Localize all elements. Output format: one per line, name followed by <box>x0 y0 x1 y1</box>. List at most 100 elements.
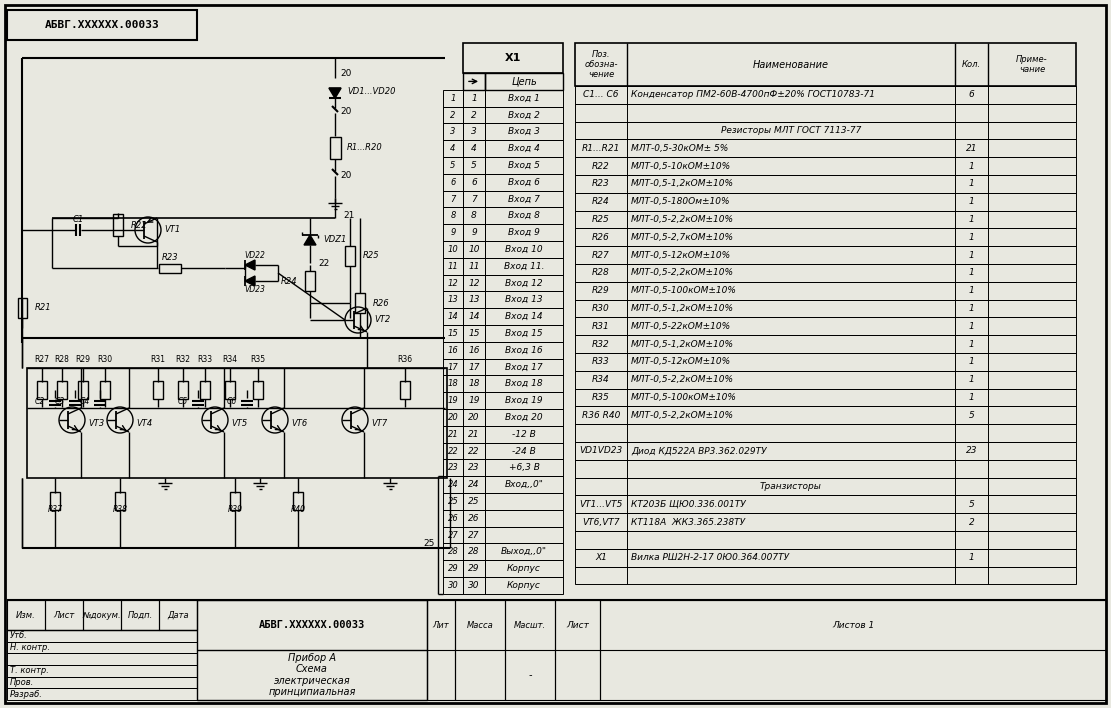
Text: 25: 25 <box>448 497 459 506</box>
Text: 25: 25 <box>423 539 436 548</box>
Bar <box>486 442 563 459</box>
Text: 30: 30 <box>468 581 480 590</box>
Bar <box>443 358 463 375</box>
Bar <box>7 630 197 641</box>
Text: МЛТ-0,5-1,2кОМ±10%: МЛТ-0,5-1,2кОМ±10% <box>631 304 734 313</box>
Bar <box>7 641 197 653</box>
Text: Корпус: Корпус <box>507 581 541 590</box>
Text: VT7: VT7 <box>371 420 388 428</box>
Bar <box>575 122 1075 139</box>
Text: VT4: VT4 <box>136 420 152 428</box>
Text: 1: 1 <box>969 198 974 206</box>
Bar <box>463 123 486 140</box>
Text: Разраб.: Разраб. <box>10 690 43 699</box>
Text: Вход 18: Вход 18 <box>506 379 543 388</box>
Text: 6: 6 <box>450 178 456 187</box>
Text: МЛТ-0,5-22кОМ±10%: МЛТ-0,5-22кОМ±10% <box>631 322 731 331</box>
Text: R24: R24 <box>592 198 610 206</box>
Bar <box>575 139 1075 157</box>
Bar <box>456 600 506 700</box>
Text: 27: 27 <box>468 530 480 539</box>
Bar <box>486 107 563 123</box>
Text: R27: R27 <box>592 251 610 260</box>
Text: АБВГ.XXXXXX.00033: АБВГ.XXXXXX.00033 <box>44 20 159 30</box>
Bar <box>506 600 556 700</box>
Text: 13: 13 <box>448 295 459 304</box>
Bar <box>463 90 486 107</box>
Bar <box>575 496 1075 513</box>
Text: 7: 7 <box>450 195 456 203</box>
Text: 2: 2 <box>471 110 477 120</box>
Bar <box>443 275 463 292</box>
Text: 9: 9 <box>471 228 477 237</box>
Text: VDZ1: VDZ1 <box>323 236 347 244</box>
Text: 20: 20 <box>340 106 351 115</box>
Bar <box>463 358 486 375</box>
Text: МЛТ-0,5-2,7кОМ±10%: МЛТ-0,5-2,7кОМ±10% <box>631 233 734 242</box>
Text: 28: 28 <box>468 547 480 556</box>
Text: Пров.: Пров. <box>10 678 34 687</box>
Text: Вход,,0": Вход,,0" <box>504 480 543 489</box>
Text: Листов 1: Листов 1 <box>832 620 874 629</box>
Text: 15: 15 <box>448 329 459 338</box>
Text: МЛТ-0,5-2,2кОМ±10%: МЛТ-0,5-2,2кОМ±10% <box>631 215 734 224</box>
Text: R26: R26 <box>592 233 610 242</box>
Bar <box>293 492 303 510</box>
Bar <box>486 157 563 173</box>
Text: 9: 9 <box>450 228 456 237</box>
Text: VD22: VD22 <box>244 251 266 260</box>
Text: 20: 20 <box>340 171 351 180</box>
Text: -: - <box>528 670 532 680</box>
Text: Вход 9: Вход 9 <box>508 228 540 237</box>
Bar <box>575 353 1075 371</box>
Bar <box>121 600 159 630</box>
Text: R39: R39 <box>228 506 242 515</box>
Bar <box>575 389 1075 406</box>
Bar <box>575 264 1075 282</box>
Bar <box>463 308 486 325</box>
Text: 11: 11 <box>468 262 480 270</box>
Text: 7: 7 <box>471 195 477 203</box>
Text: R22: R22 <box>131 220 148 229</box>
Bar <box>575 531 1075 549</box>
Text: 1: 1 <box>450 93 456 103</box>
Bar <box>486 342 563 358</box>
Text: 8: 8 <box>450 211 456 220</box>
Bar <box>575 282 1075 299</box>
Bar <box>306 271 316 291</box>
Text: Изм.: Изм. <box>17 610 36 620</box>
Bar <box>575 406 1075 424</box>
Bar <box>486 140 563 157</box>
Bar <box>486 493 563 510</box>
Text: Вилка РШ2Н-2-17 0Ю0.364.007ТУ: Вилка РШ2Н-2-17 0Ю0.364.007ТУ <box>631 553 789 562</box>
Bar <box>230 492 240 510</box>
Bar <box>100 381 110 399</box>
Text: Вход 12: Вход 12 <box>506 278 543 287</box>
Bar <box>200 381 210 399</box>
Text: 5: 5 <box>450 161 456 170</box>
Text: 6: 6 <box>471 178 477 187</box>
Text: МЛТ-0,5-30кОМ± 5%: МЛТ-0,5-30кОМ± 5% <box>631 144 728 153</box>
Text: R31: R31 <box>150 355 166 365</box>
Bar <box>443 493 463 510</box>
Text: 27: 27 <box>448 530 459 539</box>
Text: R34: R34 <box>592 375 610 384</box>
Text: -12 В: -12 В <box>512 430 536 439</box>
Bar <box>443 308 463 325</box>
Bar <box>486 224 563 241</box>
Text: 2: 2 <box>969 518 974 527</box>
Text: 12: 12 <box>468 278 480 287</box>
Text: МЛТ-0,5-2,2кОМ±10%: МЛТ-0,5-2,2кОМ±10% <box>631 411 734 420</box>
Bar <box>575 459 1075 478</box>
Text: 4: 4 <box>450 144 456 153</box>
Text: Вход 13: Вход 13 <box>506 295 543 304</box>
Bar <box>463 392 486 409</box>
Bar <box>463 493 486 510</box>
Bar <box>443 527 463 544</box>
Text: C3: C3 <box>54 397 66 406</box>
Bar <box>486 258 563 275</box>
Text: 23: 23 <box>448 463 459 472</box>
Text: Дата: Дата <box>167 610 189 620</box>
Text: Корпус: Корпус <box>507 564 541 573</box>
Text: 22: 22 <box>318 258 329 268</box>
